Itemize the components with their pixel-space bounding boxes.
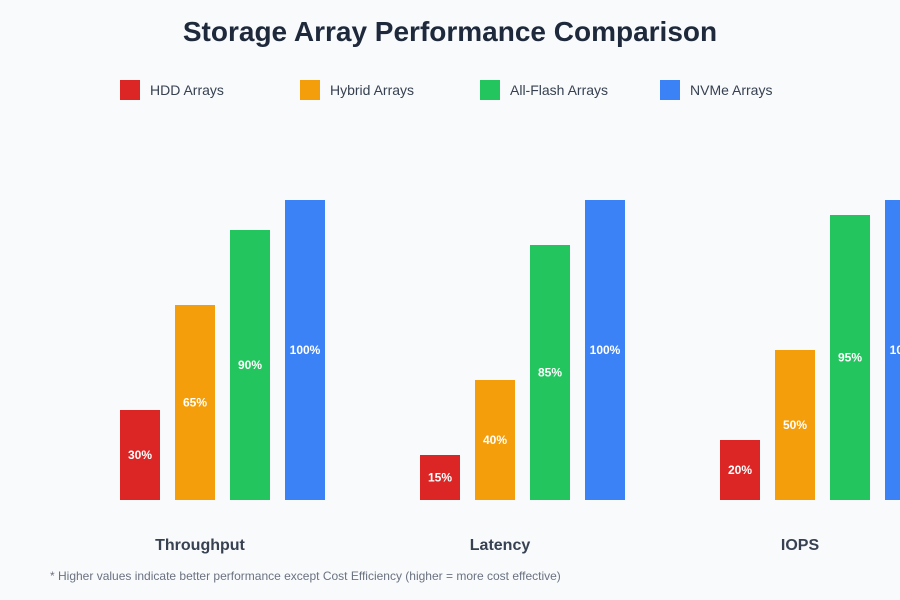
bar-iops-nvme-arrays	[885, 200, 900, 500]
bar-value-label: 100%	[590, 343, 621, 357]
bar-iops-hybrid-arrays	[775, 350, 815, 500]
legend-swatch-hdd	[120, 80, 140, 100]
bar-value-label: 50%	[783, 418, 807, 432]
bar-throughput-hdd-arrays	[120, 410, 160, 500]
bar-throughput-nvme-arrays	[285, 200, 325, 500]
bar-latency-hdd-arrays	[420, 455, 460, 500]
footnote: * Higher values indicate better performa…	[50, 569, 561, 583]
bar-value-label: 30%	[128, 448, 152, 462]
bar-latency-all-flash-arrays	[530, 245, 570, 500]
bar-value-label: 100%	[290, 343, 321, 357]
legend-label-hybrid: Hybrid Arrays	[330, 82, 414, 98]
chart-title: Storage Array Performance Comparison	[183, 16, 717, 47]
category-label-iops: IOPS	[781, 537, 820, 554]
bar-throughput-hybrid-arrays	[175, 305, 215, 500]
bar-labels: 30% 65% 90% 100% 15% 40% 85% 100% 20% 50% 95% 100%	[128, 343, 900, 485]
bar-value-label: 40%	[483, 433, 507, 447]
legend-label-hdd: HDD Arrays	[150, 82, 224, 98]
category-label-throughput: Throughput	[155, 537, 245, 554]
category-label-latency: Latency	[470, 537, 531, 554]
legend-swatch-all-flash	[480, 80, 500, 100]
bar-iops-all-flash-arrays	[830, 215, 870, 500]
bar-value-label: 15%	[428, 471, 452, 485]
bar-value-label: 85%	[538, 366, 562, 380]
group-labels: Throughput Latency IOPS	[155, 537, 819, 554]
bar-value-label: 90%	[238, 358, 262, 372]
bars	[120, 200, 900, 500]
legend-label-nvme: NVMe Arrays	[690, 82, 772, 98]
bar-iops-hdd-arrays	[720, 440, 760, 500]
bar-value-label: 100%	[890, 343, 900, 357]
bar-latency-hybrid-arrays	[475, 380, 515, 500]
bar-value-label: 65%	[183, 396, 207, 410]
bar-value-label: 95%	[838, 351, 862, 365]
legend-swatch-hybrid	[300, 80, 320, 100]
legend-swatch-nvme	[660, 80, 680, 100]
bar-throughput-all-flash-arrays	[230, 230, 270, 500]
legend-label-all-flash: All-Flash Arrays	[510, 82, 608, 98]
legend: HDD Arrays Hybrid Arrays All-Flash Array…	[120, 80, 772, 100]
bar-latency-nvme-arrays	[585, 200, 625, 500]
bar-value-label: 20%	[728, 463, 752, 477]
